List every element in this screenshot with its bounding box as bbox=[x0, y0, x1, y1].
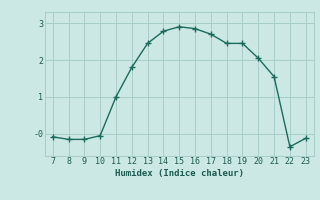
X-axis label: Humidex (Indice chaleur): Humidex (Indice chaleur) bbox=[115, 169, 244, 178]
